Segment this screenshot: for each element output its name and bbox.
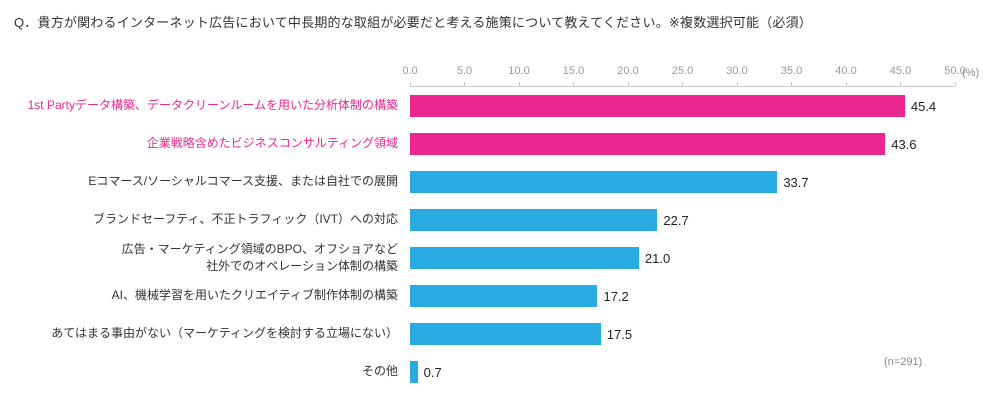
value-label: 21.0	[644, 250, 671, 266]
bar	[410, 247, 639, 269]
bar-chart: 0.0 5.0 10.0 15.0 20.0 25.0 30.0 35.0 40.0 45.0 50…	[14, 59, 1000, 391]
x-tick-mark	[736, 82, 738, 86]
x-tick-label: 10.0	[508, 65, 530, 77]
bar-track: 17.2	[410, 285, 970, 307]
chart-rows: 1st Partyデータ構築、データクリーンルームを用いた分析体制の構築 45.4…	[14, 87, 1000, 391]
chart-row: その他 0.7	[14, 353, 1000, 391]
x-tick-label: 25.0	[671, 65, 694, 77]
chart-row: ブランドセーフティ、不正トラフィック（IVT）への対応 22.7	[14, 201, 1000, 239]
x-tick-mark	[682, 82, 683, 86]
category-label: あてはまる事由がない（マーケティングを検討する立場にない）	[51, 326, 398, 341]
value-label: 45.4	[910, 98, 937, 114]
chart-row: 広告・マーケティング領域のBPO、オフショアなど 社外でのオペレーション体制の構…	[14, 239, 1000, 277]
x-tick-mark	[627, 82, 629, 86]
category-label: その他	[361, 364, 398, 379]
category-label: 企業戦略含めたビジネスコンサルティング領域	[146, 136, 398, 151]
x-tick-label: 20.0	[617, 65, 639, 77]
bar	[410, 285, 598, 307]
bar-track: 45.4	[410, 95, 970, 117]
category-label: Eコマース/ソーシャルコマース支援、または自社での展開	[88, 174, 398, 189]
x-axis: 0.0 5.0 10.0 15.0 20.0 25.0 30.0 35.0 40.0 45.0 50…	[402, 59, 966, 87]
x-tick-mark	[791, 82, 792, 86]
value-label: 33.7	[783, 174, 809, 190]
x-tick-mark	[518, 82, 520, 86]
chart-row: 1st Partyデータ構築、データクリーンルームを用いた分析体制の構築 45.4	[14, 87, 1000, 125]
x-tick-mark	[573, 82, 574, 86]
value-label: 17.2	[603, 288, 629, 304]
category-label: ブランドセーフティ、不正トラフィック（IVT）への対応	[93, 212, 398, 227]
chart-title: Q．貴方が関わるインターネット広告において中長期的な取組が必要だと考える施策につ…	[14, 15, 812, 30]
bar	[410, 323, 601, 345]
x-tick-label: 50.0	[944, 65, 966, 77]
x-tick-label: 30.0	[726, 65, 748, 77]
bar	[410, 361, 418, 383]
chart-row: AI、機械学習を用いたクリエイティブ制作体制の構築 17.2	[14, 277, 1000, 315]
x-tick-mark	[464, 82, 465, 86]
value-label: 17.5	[606, 326, 633, 342]
chart-row: 企業戦略含めたビジネスコンサルティング領域 43.6	[14, 125, 1000, 163]
chart-row: あてはまる事由がない（マーケティングを検討する立場にない） 17.5	[14, 315, 1000, 353]
chart-row: Eコマース/ソーシャルコマース支援、または自社での展開 33.7	[14, 163, 1000, 201]
x-tick-label: 15.0	[562, 65, 585, 77]
bar-track: 22.7	[410, 209, 970, 231]
x-tick-label: 35.0	[780, 65, 803, 77]
bar	[410, 171, 778, 193]
bar	[410, 133, 886, 155]
x-tick-mark	[954, 82, 956, 86]
sample-size-note: (n=291)	[884, 356, 923, 368]
x-tick-mark	[845, 82, 847, 86]
bar-track: 0.7	[410, 361, 970, 383]
bar	[410, 95, 905, 117]
bar	[410, 209, 658, 231]
x-tick-label: 5.0	[456, 65, 473, 77]
bar-track: 21.0	[410, 247, 970, 269]
x-tick-label: 0.0	[402, 65, 418, 77]
value-label: 43.6	[891, 136, 917, 152]
x-tick-label: 45.0	[889, 65, 912, 77]
value-label: 0.7	[423, 364, 442, 380]
x-tick-mark	[409, 82, 411, 86]
axis-unit-label: (%)	[962, 67, 980, 79]
bar-track: 33.7	[410, 171, 970, 193]
bar-track: 17.5	[410, 323, 970, 345]
category-label: 広告・マーケティング領域のBPO、オフショアなど 社外でのオペレーション体制の構…	[121, 241, 398, 273]
value-label: 22.7	[663, 212, 689, 228]
category-label: AI、機械学習を用いたクリエイティブ制作体制の構築	[111, 288, 398, 303]
bar-track: 43.6	[410, 133, 970, 155]
x-tick-mark	[900, 82, 901, 86]
x-axis-row: 0.0 5.0 10.0 15.0 20.0 25.0 30.0 35.0 40.0 45.0 50…	[14, 59, 1000, 87]
category-label: 1st Partyデータ構築、データクリーンルームを用いた分析体制の構築	[27, 98, 398, 113]
x-tick-label: 40.0	[835, 65, 857, 77]
